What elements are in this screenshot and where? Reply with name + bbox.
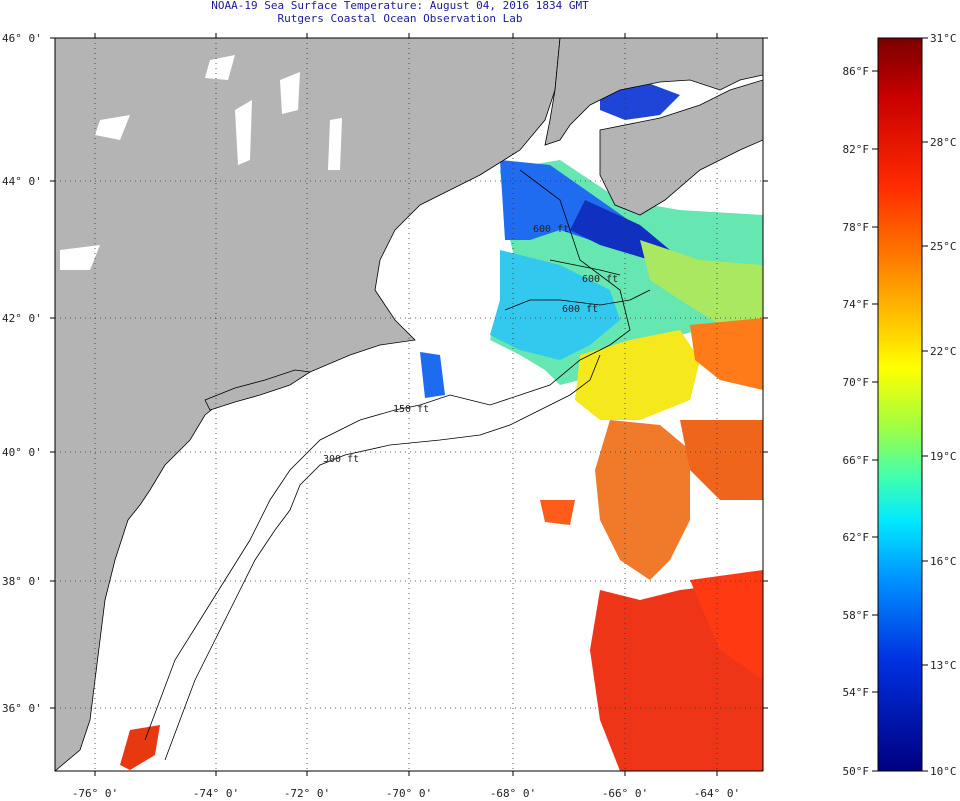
- fahrenheit-label: 70°F: [843, 376, 870, 389]
- fahrenheit-label: 82°F: [843, 143, 870, 156]
- colorbar-labels: 31°C 28°C 25°C 22°C 19°C 16°C 13°C 10°C 86°F 82°F…: [843, 32, 957, 778]
- latitude-label: 36° 0': [2, 702, 42, 715]
- bathymetry-contours: [144, 169, 651, 761]
- latitude-label: 44° 0': [2, 175, 42, 188]
- contour-label: 150 ft: [393, 404, 429, 415]
- fahrenheit-label: 58°F: [843, 609, 870, 622]
- longitude-label: -76° 0': [72, 787, 118, 800]
- latitude-label: 42° 0': [2, 312, 42, 325]
- celsius-label: 22°C: [930, 345, 957, 358]
- longitude-labels: -76° 0' -74° 0' -72° 0' -70° 0' -68° 0' -66° …: [72, 787, 740, 800]
- celsius-label: 28°C: [930, 136, 957, 149]
- contour-label: 600 ft: [533, 224, 569, 235]
- longitude-label: -68° 0': [490, 787, 536, 800]
- map-subtitle: Rutgers Coastal Ocean Observation Lab: [277, 12, 523, 25]
- temperature-colorbar: [877, 37, 923, 772]
- celsius-label: 19°C: [930, 450, 957, 463]
- contour-label: 600 ft: [582, 274, 618, 285]
- fahrenheit-label: 86°F: [843, 65, 870, 78]
- fahrenheit-label: 54°F: [843, 686, 870, 699]
- graticule: [50, 33, 768, 776]
- celsius-label: 25°C: [930, 240, 957, 253]
- celsius-label: 13°C: [930, 659, 957, 672]
- contour-label: 300 ft: [323, 454, 359, 465]
- latitude-label: 40° 0': [2, 446, 42, 459]
- fahrenheit-label: 50°F: [843, 765, 870, 778]
- contour-labels: 600 ft 600 ft 600 ft 150 ft 300 ft: [323, 224, 618, 465]
- fahrenheit-label: 62°F: [843, 531, 870, 544]
- latitude-labels: 46° 0' 44° 0' 42° 0' 40° 0' 38° 0' 36° 0': [2, 32, 42, 715]
- latitude-label: 46° 0': [2, 32, 42, 45]
- celsius-label: 31°C: [930, 32, 957, 45]
- longitude-label: -72° 0': [284, 787, 330, 800]
- map-title: NOAA-19 Sea Surface Temperature: August …: [211, 0, 589, 12]
- map-area: [55, 38, 763, 771]
- fahrenheit-label: 66°F: [843, 454, 870, 467]
- contour-label: 600 ft: [562, 304, 598, 315]
- fahrenheit-label: 74°F: [843, 298, 870, 311]
- lakes: [60, 55, 342, 270]
- fahrenheit-label: 78°F: [843, 221, 870, 234]
- longitude-label: -74° 0': [193, 787, 239, 800]
- celsius-label: 16°C: [930, 555, 957, 568]
- longitude-label: -64° 0': [694, 787, 740, 800]
- latitude-label: 38° 0': [2, 575, 42, 588]
- celsius-label: 10°C: [930, 765, 957, 778]
- longitude-label: -70° 0': [386, 787, 432, 800]
- longitude-label: -66° 0': [602, 787, 648, 800]
- sst-field: [55, 80, 763, 771]
